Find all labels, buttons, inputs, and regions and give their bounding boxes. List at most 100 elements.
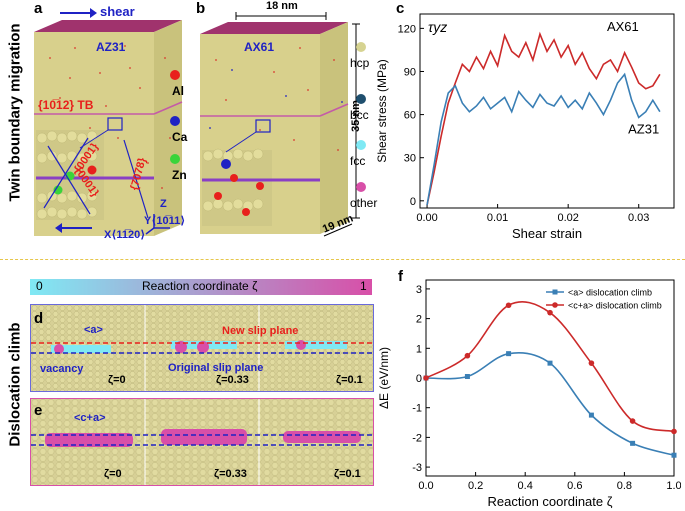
data-point <box>671 428 677 435</box>
y-tick-label: 3 <box>416 284 422 296</box>
x-axis-label: Shear strain <box>512 226 582 241</box>
data-point <box>630 440 636 446</box>
data-point <box>588 360 595 366</box>
panel-a-label: a <box>34 0 43 17</box>
tb-label: {10̅12} TB <box>38 98 94 112</box>
side-label-dislocation-climb: Dislocation climb <box>6 322 24 447</box>
panel-e-burgers-label: <c+a> <box>74 412 106 424</box>
legend-label: <a> dislocation climb <box>568 288 652 298</box>
panel-b-material-label: AX61 <box>244 40 275 54</box>
x-tick-label: 0.03 <box>628 212 649 224</box>
left-arrow <box>55 223 92 233</box>
y-axis-label: Shear stress (MPa) <box>376 59 389 162</box>
panel-c-label: c <box>396 0 405 17</box>
y-tick-label: 30 <box>404 153 416 165</box>
legend-label-hcp: hcp <box>350 56 370 70</box>
data-point <box>464 374 470 380</box>
plot-frame <box>419 13 675 209</box>
x-tick-label: 0.00 <box>416 212 437 224</box>
x-tick-label: 0.0 <box>418 480 433 492</box>
legend-marker <box>552 302 558 308</box>
shear-stress-chart: 0.00 0.01 0.02 0.03 0 30 60 90 120 Shear strain Sh… <box>376 13 675 241</box>
legend-label-other: other <box>350 196 378 210</box>
legend-label: <c+a> dislocation climb <box>568 301 662 311</box>
shear-label: shear <box>100 4 135 19</box>
data-point <box>505 302 512 309</box>
shear-arrow <box>60 8 97 18</box>
legend-label-al: Al <box>172 84 184 98</box>
vacancy-label: vacancy <box>40 363 84 375</box>
legend-label-zn: Zn <box>172 168 187 182</box>
dim-width-label: 18 nm <box>266 0 298 12</box>
panel-f-label: f <box>398 268 403 285</box>
data-point <box>671 452 677 458</box>
y-tick-label: -1 <box>412 403 422 415</box>
y-tick-label: 120 <box>398 23 416 35</box>
legend-dot-other <box>356 182 366 192</box>
panel-d-zeta-2: ζ=0.1 <box>336 374 363 386</box>
x-axis-label: Reaction coordinate ζ <box>488 494 613 509</box>
data-point <box>423 375 429 381</box>
panel-a-simulation-box <box>34 20 183 236</box>
y-tick-label: 0 <box>416 373 422 385</box>
colorbar-left-label: 0 <box>36 279 43 293</box>
colorbar-title: Reaction coordinate ζ <box>142 279 258 293</box>
panel-d-burgers-label: <a> <box>84 324 103 336</box>
panel-d-frame <box>30 304 374 392</box>
colorbar-right-label: 1 <box>360 279 367 293</box>
legend-label-bcc: bcc <box>350 108 369 122</box>
x-tick-label: 0.4 <box>518 480 533 492</box>
x-tick-label: 0.2 <box>468 480 483 492</box>
annotation-az31: AZ31 <box>628 121 659 136</box>
data-point <box>547 309 553 316</box>
chart-title: τyz <box>428 19 447 35</box>
series-line-az31 <box>426 72 661 206</box>
legend-dot-fcc <box>356 140 366 150</box>
section-divider <box>0 259 685 260</box>
data-point <box>506 351 512 357</box>
legend-dot-bcc <box>356 94 366 104</box>
y-tick-label: 90 <box>404 66 416 78</box>
side-label-twin-boundary: Twin boundary migration <box>6 23 24 202</box>
panel-e-label: e <box>34 402 43 419</box>
annotation-ax61: AX61 <box>607 19 639 34</box>
series-line--c-a-dislocation-climb <box>425 301 675 433</box>
y-tick-label: 2 <box>416 314 422 326</box>
panel-e-zeta-2: ζ=0.1 <box>334 468 361 480</box>
panel-e-frame <box>30 398 374 486</box>
data-point <box>464 352 471 359</box>
series-line-ax61 <box>426 31 661 206</box>
x-tick-label: 0.8 <box>617 480 632 492</box>
y-tick-label: -2 <box>412 432 422 444</box>
panel-b-label: b <box>196 0 206 17</box>
energy-barrier-chart: 0.0 0.2 0.4 0.6 0.8 1.0 -3 -2 -1 0 1 2 3 Reaction coo… <box>377 279 681 509</box>
y-tick-label: -3 <box>412 462 422 474</box>
panel-d-label: d <box>34 310 44 327</box>
legend-dot-zn <box>170 154 180 164</box>
axis-x-label: X⟨11̅20⟩ <box>104 229 146 241</box>
data-point <box>547 360 553 366</box>
reaction-coordinate-colorbar <box>30 279 372 295</box>
x-tick-label: 0.6 <box>567 480 582 492</box>
legend-dot-ca <box>170 116 180 126</box>
legend-dot-hcp <box>356 42 366 52</box>
x-tick-label: 1.0 <box>666 480 681 492</box>
y-tick-label: 60 <box>404 110 416 122</box>
data-point <box>588 412 594 418</box>
x-tick-label: 0.02 <box>557 212 578 224</box>
legend-label-ca: Ca <box>172 130 188 144</box>
legend-label-fcc: fcc <box>350 154 366 168</box>
y-tick-label: 1 <box>416 343 422 355</box>
panel-d-zeta-1: ζ=0.33 <box>216 374 249 386</box>
x-tick-label: 0.01 <box>487 212 508 224</box>
panel-b-simulation-box <box>200 12 360 237</box>
series-line--a-dislocation-climb <box>425 351 675 456</box>
original-slip-plane-label: Original slip plane <box>168 362 264 374</box>
y-tick-label: 0 <box>410 196 416 208</box>
data-point <box>629 418 636 424</box>
panel-d-atoms <box>31 305 373 391</box>
panel-e-atoms <box>31 399 373 485</box>
new-slip-plane-label: New slip plane <box>222 325 299 337</box>
axis-z-label: Z <box>160 198 167 210</box>
panel-d-zeta-0: ζ=0 <box>108 374 126 386</box>
